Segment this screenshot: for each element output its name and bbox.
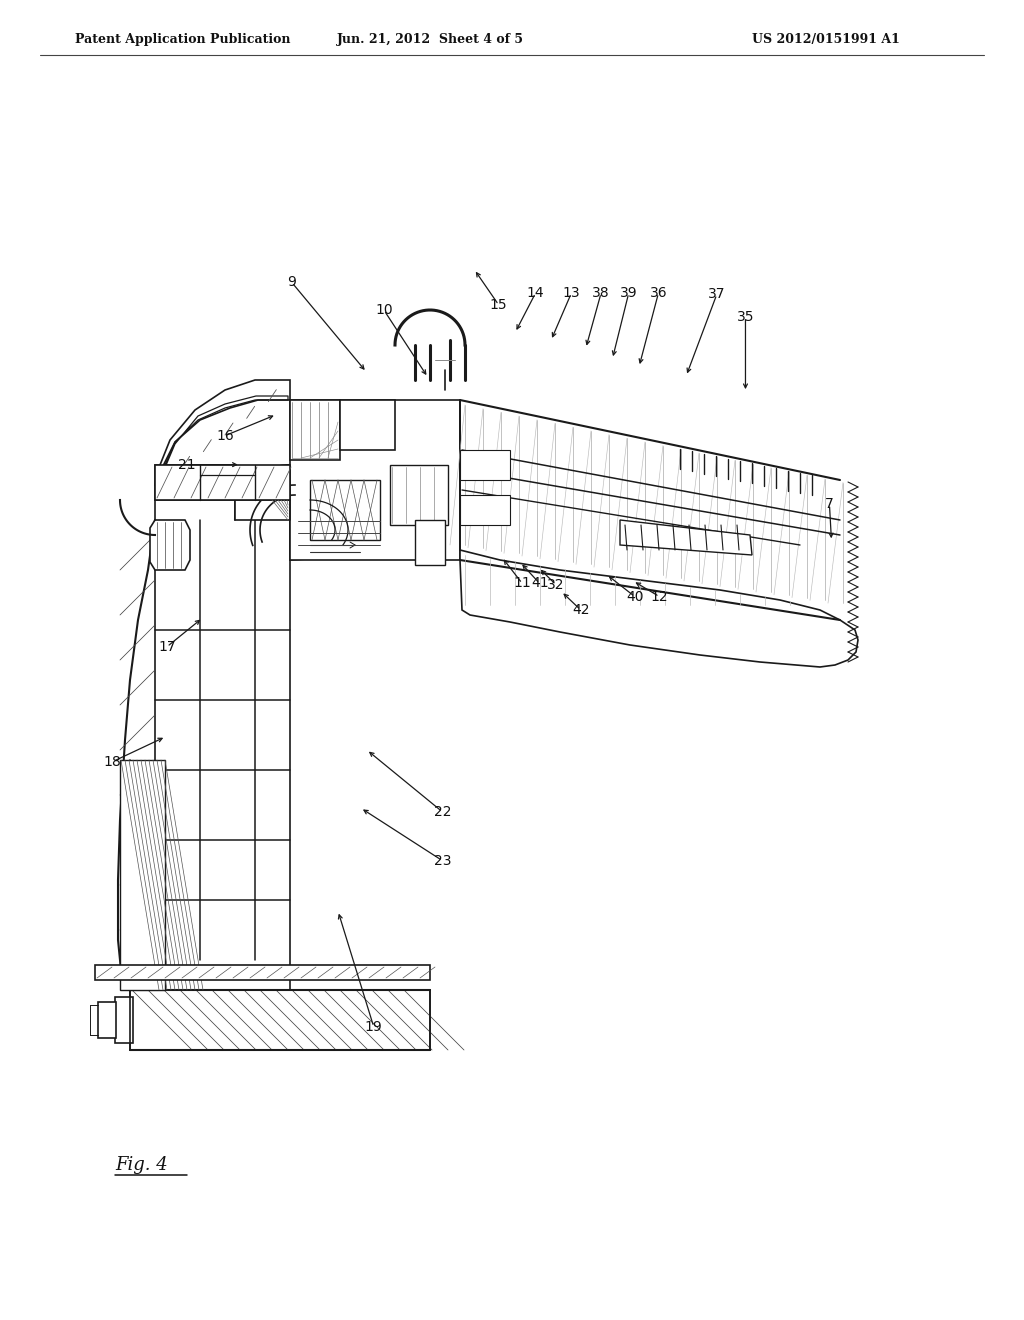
Text: 17: 17 [158,640,176,653]
Text: 9: 9 [288,276,296,289]
Polygon shape [120,760,165,990]
Polygon shape [620,520,752,554]
Text: Fig. 4: Fig. 4 [115,1156,168,1173]
Text: US 2012/0151991 A1: US 2012/0151991 A1 [752,33,900,46]
Polygon shape [98,1002,116,1038]
Text: 40: 40 [626,590,644,603]
Polygon shape [130,990,430,1049]
Text: 38: 38 [592,286,610,300]
Polygon shape [340,400,395,450]
Polygon shape [460,495,510,525]
Polygon shape [155,465,290,500]
Polygon shape [460,450,510,480]
Text: 13: 13 [562,286,581,300]
Text: 21: 21 [177,458,196,471]
Polygon shape [155,380,290,484]
Polygon shape [290,400,340,459]
Polygon shape [115,997,133,1043]
Text: 42: 42 [571,603,590,616]
Text: 16: 16 [216,429,234,442]
Polygon shape [310,480,380,540]
Text: Jun. 21, 2012  Sheet 4 of 5: Jun. 21, 2012 Sheet 4 of 5 [337,33,523,46]
Polygon shape [150,520,190,570]
Text: 37: 37 [708,288,726,301]
Text: 22: 22 [433,805,452,818]
Polygon shape [95,965,430,979]
Text: 12: 12 [650,590,669,603]
Text: 35: 35 [736,310,755,323]
Polygon shape [155,465,460,560]
Text: 11: 11 [513,577,531,590]
Text: 36: 36 [649,286,668,300]
Text: Patent Application Publication: Patent Application Publication [75,33,291,46]
Text: 10: 10 [375,304,393,317]
Text: 23: 23 [433,854,452,867]
Text: 41: 41 [530,577,549,590]
Polygon shape [415,520,445,565]
Text: 14: 14 [526,286,545,300]
Polygon shape [290,400,460,560]
Text: 18: 18 [103,755,122,768]
Text: 32: 32 [547,578,565,591]
Text: 15: 15 [489,298,508,312]
Text: 7: 7 [825,498,834,511]
Text: 19: 19 [365,1020,383,1034]
Polygon shape [460,400,858,667]
Polygon shape [390,465,449,525]
Text: 39: 39 [620,286,638,300]
